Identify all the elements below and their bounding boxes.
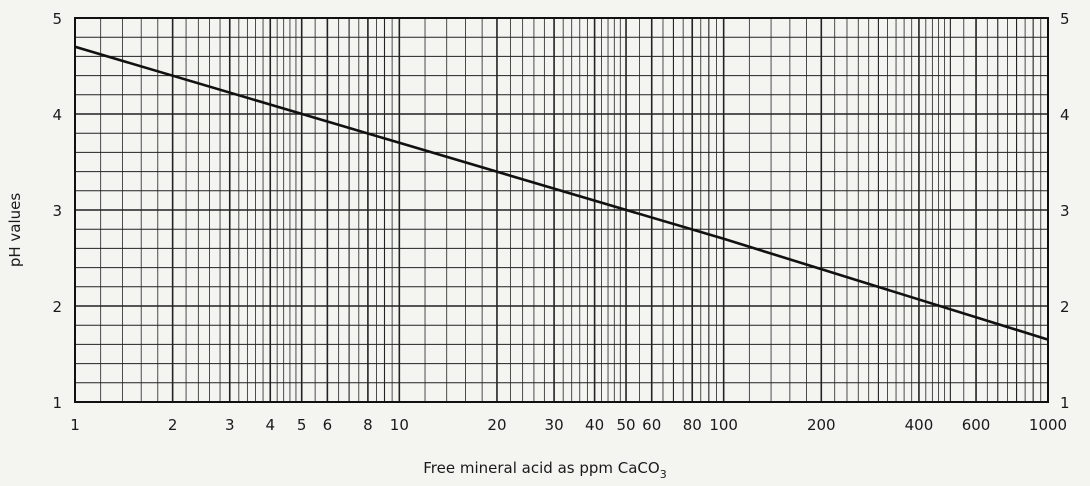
- x-tick-label: 5: [297, 416, 307, 434]
- y-tick-label-right: 1: [1060, 394, 1070, 412]
- y-tick-label-left: 4: [52, 106, 62, 124]
- y-tick-label-left: 2: [52, 298, 62, 316]
- x-axis-title-subscript: 3: [660, 468, 667, 481]
- x-axis-title-main: Free mineral acid as ppm CaCO: [423, 459, 659, 477]
- y-tick-label-right: 4: [1060, 106, 1070, 124]
- x-tick-label: 1: [70, 416, 80, 434]
- x-tick-label: 600: [962, 416, 991, 434]
- x-tick-label: 6: [323, 416, 333, 434]
- x-tick-label: 200: [807, 416, 836, 434]
- x-tick-label: 10: [390, 416, 409, 434]
- x-tick-label: 1000: [1029, 416, 1067, 434]
- y-tick-label-right: 5: [1060, 10, 1070, 28]
- series-group: [74, 45, 1049, 341]
- x-tick-label: 2: [168, 416, 178, 434]
- grid: [74, 17, 1048, 403]
- y-tick-label-left: 1: [52, 394, 62, 412]
- x-tick-label: 100: [709, 416, 738, 434]
- x-tick-label: 20: [487, 416, 506, 434]
- x-tick-label: 4: [265, 416, 275, 434]
- y-tick-label-left: 5: [52, 10, 62, 28]
- plot-frame: [74, 17, 1049, 403]
- x-tick-label: 40: [585, 416, 604, 434]
- x-tick-labels: 1 2 3 4 5 6 8 10 20 30 40 50 60 80 100 200 400 600 1000: [70, 416, 1067, 434]
- y-axis-title: pH values: [6, 193, 24, 268]
- x-axis-title: Free mineral acid as ppm CaCO3: [423, 459, 666, 481]
- x-tick-label: 3: [225, 416, 235, 434]
- y-tick-label-right: 2: [1060, 298, 1070, 316]
- y-tick-labels-left: 1 2 3 4 5: [52, 10, 62, 412]
- x-tick-label: 400: [905, 416, 934, 434]
- y-tick-label-right: 3: [1060, 202, 1070, 220]
- x-tick-label: 60: [642, 416, 661, 434]
- y-tick-label-left: 3: [52, 202, 62, 220]
- x-tick-label: 80: [683, 416, 702, 434]
- y-tick-labels-right: 1 2 3 4 5: [1060, 10, 1070, 412]
- x-tick-label: 8: [363, 416, 373, 434]
- x-tick-label: 30: [545, 416, 564, 434]
- x-tick-label: 50: [616, 416, 635, 434]
- series-line: [74, 45, 1049, 341]
